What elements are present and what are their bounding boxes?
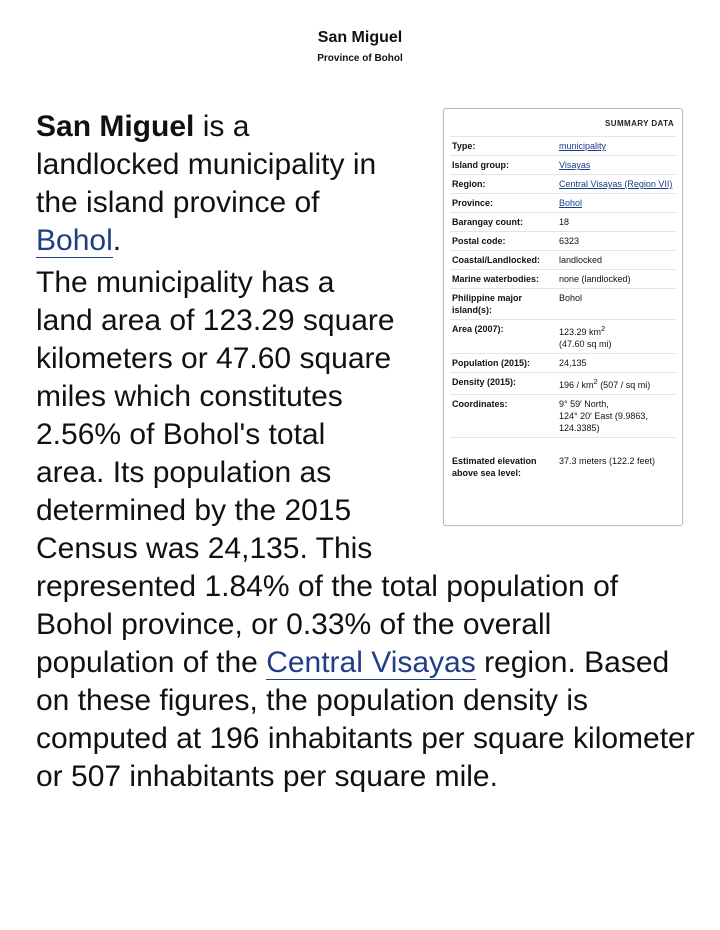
summary-row-elevation: Estimated elevation above sea level: 37.… [450, 437, 676, 482]
summary-value: 37.3 meters (122.2 feet) [559, 456, 656, 466]
page-subtitle: Province of Bohol [317, 53, 403, 64]
summary-label: Coastal/Landlocked: [452, 255, 541, 265]
summary-label: Island group: [452, 160, 509, 170]
summary-row-island-group: Island group: Visayas [450, 155, 676, 174]
summary-heading: Summary data [605, 119, 674, 128]
summary-value: Bohol [559, 293, 583, 303]
summary-value: landlocked [559, 255, 603, 265]
summary-label: Barangay count: [452, 217, 524, 227]
island-group-link[interactable]: Visayas [559, 160, 591, 170]
summary-value: 123.29 km2 (47.60 sq mi) [557, 320, 676, 353]
density-mi: (507 / sq mi) [597, 380, 651, 390]
region-link[interactable]: Central Visayas (Region VII) [559, 179, 673, 189]
density-sup: 2 [593, 377, 598, 386]
article-text: . [112, 224, 122, 257]
summary-value: 9° 59′ North, 124° 20′ East (9.9863, 124… [557, 395, 676, 437]
summary-label: Region: [452, 179, 486, 189]
bohol-link[interactable]: Bohol [36, 224, 113, 258]
summary-label: Density (2015): [452, 377, 517, 387]
summary-value: 18 [559, 217, 570, 227]
density-km: 196 / km [559, 380, 594, 390]
central-visayas-link[interactable]: Central Visayas [266, 646, 476, 680]
summary-data-box: Summary data Type: municipality Island g… [443, 108, 683, 526]
summary-value: none (landlocked) [559, 274, 631, 284]
coord-east: 124° 20′ East (9.9863, 124.3385) [559, 411, 648, 433]
summary-row-postal-code: Postal code: 6323 [450, 231, 676, 250]
article-paragraph-1: San Miguel is a landlocked municipality … [36, 108, 696, 260]
coord-north: 9° 59′ North, [559, 399, 609, 409]
area-km: 123.29 km [559, 327, 602, 337]
summary-label: Province: [452, 198, 494, 208]
summary-value: 196 / km2 (507 / sq mi) [557, 373, 676, 394]
page-title: San Miguel [317, 29, 403, 46]
article-text: The municipality has a land area of 123.… [36, 266, 619, 679]
summary-label: Postal code: [452, 236, 506, 246]
summary-row-coastal: Coastal/Landlocked: landlocked [450, 250, 676, 269]
article-paragraph-2: The municipality has a land area of 123.… [36, 264, 696, 796]
summary-row-province: Province: Bohol [450, 193, 676, 212]
article-text: region. Based on these figures, the popu… [36, 646, 695, 793]
type-link[interactable]: municipality [559, 141, 607, 151]
summary-row-marine: Marine waterbodies: none (landlocked) [450, 269, 676, 288]
summary-label: Coordinates: [452, 399, 508, 409]
summary-spacer [399, 108, 696, 548]
area-sup: 2 [601, 324, 606, 333]
summary-row-population: Population (2015): 24,135 [450, 353, 676, 372]
summary-row-type: Type: municipality [450, 136, 676, 155]
summary-row-barangay-count: Barangay count: 18 [450, 212, 676, 231]
summary-row-density: Density (2015): 196 / km2 (507 / sq mi) [450, 372, 676, 394]
summary-label: Estimated elevation above sea level: [452, 456, 537, 478]
summary-label: Philippine major island(s): [452, 293, 523, 315]
page-header: San Miguel Province of Bohol [0, 28, 720, 66]
area-mi: (47.60 sq mi) [559, 339, 612, 349]
summary-row-major-island: Philippine major island(s): Bohol [450, 288, 676, 319]
summary-row-area: Area (2007): 123.29 km2 (47.60 sq mi) [450, 319, 676, 353]
summary-label: Marine waterbodies: [452, 274, 540, 284]
summary-label: Type: [452, 141, 476, 151]
summary-label: Area (2007): [452, 324, 504, 334]
article-subject: San Miguel [36, 110, 195, 143]
article-text: is a landlocked municipality in the isla… [36, 110, 377, 219]
summary-value: 24,135 [559, 358, 587, 368]
summary-value: 6323 [559, 236, 580, 246]
summary-row-region: Region: Central Visayas (Region VII) [450, 174, 676, 193]
summary-row-coordinates: Coordinates: 9° 59′ North, 124° 20′ East… [450, 394, 676, 437]
province-link[interactable]: Bohol [559, 198, 583, 208]
article-body: San Miguel is a landlocked municipality … [36, 108, 696, 800]
summary-label: Population (2015): [452, 358, 531, 368]
